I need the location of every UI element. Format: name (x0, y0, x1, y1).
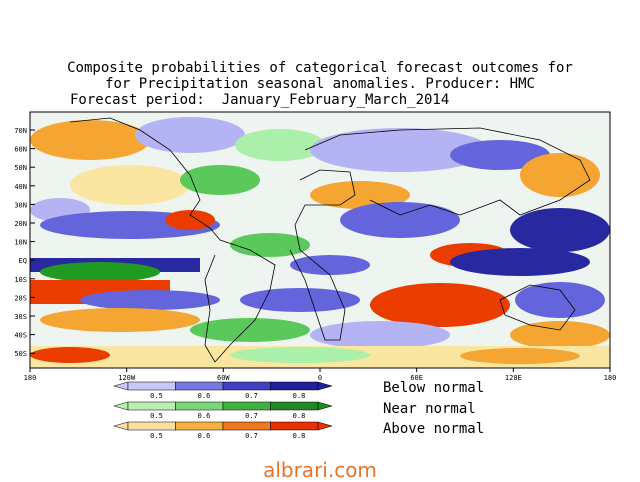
lat-tick-label: 50S (14, 350, 27, 358)
legend-tick-label: 0.5 (150, 432, 163, 440)
above-patch (510, 321, 610, 349)
below-patch (450, 140, 550, 170)
legend-arrow-right (317, 401, 333, 411)
watermark-text: albrari.com (263, 458, 377, 482)
above-patch (310, 181, 410, 209)
below-patch (240, 288, 360, 312)
legend-arrow-right (317, 421, 333, 431)
above-patch (520, 153, 600, 197)
legend-tick-label: 0.8 (293, 392, 306, 400)
near-patch (40, 262, 160, 282)
legend-swatch (270, 401, 319, 411)
legend-label-near: Near normal (383, 401, 476, 417)
above-patch (40, 308, 200, 332)
near-patch (230, 233, 310, 257)
below-patch (340, 202, 460, 238)
legend-tick-label: 0.7 (245, 412, 258, 420)
north-america-coast (69, 117, 221, 241)
lon-tick-label: 0 (318, 374, 322, 382)
below-patch (515, 282, 605, 318)
legend-swatch (222, 421, 271, 431)
legend-swatch (222, 381, 271, 391)
lon-tick-label: 60W (217, 374, 230, 382)
near-patch (190, 318, 310, 342)
legend-arrow-left (113, 381, 129, 391)
legend-swatch (127, 401, 176, 411)
lat-tick-label: 60N (14, 146, 27, 154)
lon-tick-label: 120W (118, 374, 136, 382)
legend-tick-label: 0.6 (198, 392, 211, 400)
latitude-axis: 70N 60N 50N 40N 30N 20N 10N EQ 10S 20S 30S 40S 50S (14, 127, 35, 358)
color-legend: 0.5 0.6 0.7 0.8 0.5 0.6 0.7 0.8 0.5 0.6 0.7 0.8 (113, 381, 333, 440)
legend-label-above: Above normal (383, 421, 485, 437)
legend-label-below: Below normal (383, 380, 485, 396)
legend-tick-label: 0.8 (293, 412, 306, 420)
legend-swatch (127, 421, 176, 431)
below-patch (290, 255, 370, 275)
lon-tick-label: 180 (24, 374, 37, 382)
lon-tick-label: 180 (604, 374, 617, 382)
map-title-line-3: Forecast period: January_February_March_… (70, 92, 450, 108)
above-patch (30, 347, 110, 363)
legend-tick-label: 0.7 (245, 432, 258, 440)
legend-tick-label: 0.5 (150, 392, 163, 400)
legend-tick-label: 0.7 (245, 392, 258, 400)
south-america-coast (204, 239, 276, 363)
legend-swatch (270, 381, 319, 391)
lat-tick-label: 40S (14, 332, 27, 340)
below-patch (135, 117, 245, 153)
below-patch (310, 321, 450, 349)
near-patch (235, 129, 325, 161)
lat-tick-label: EQ (19, 257, 27, 265)
lat-tick-label: 20S (14, 294, 27, 302)
above-patch (460, 348, 580, 364)
map-title-line-1: Composite probabilities of categorical f… (67, 60, 573, 76)
lat-tick-label: 50N (14, 164, 27, 172)
australia-coast (499, 284, 576, 331)
below-patch (80, 290, 220, 310)
lat-tick-label: 20N (14, 220, 27, 228)
legend-tick-label: 0.8 (293, 432, 306, 440)
legend-swatch (175, 421, 224, 431)
legend-arrow-right (317, 381, 333, 391)
legend-swatch (127, 381, 176, 391)
map-title-line-2: for Precipitation seasonal anomalies. Pr… (105, 76, 535, 92)
lat-tick-label: 10N (14, 239, 27, 247)
legend-tick-label: 0.6 (198, 432, 211, 440)
legend-swatch (175, 401, 224, 411)
legend-tick-label: 0.6 (198, 412, 211, 420)
above-patch (30, 120, 150, 160)
below-patch (310, 128, 490, 172)
lat-tick-label: 10S (14, 276, 27, 284)
legend-swatch (175, 381, 224, 391)
forecast-map: 70N 60N 50N 40N 30N 20N 10N EQ 10S 20S 30S 40S 50S 1… (14, 111, 617, 440)
lat-tick-label: 30S (14, 313, 27, 321)
above-patch (70, 165, 190, 205)
eurasia-coast (304, 127, 591, 216)
probability-field (30, 112, 610, 368)
legend-tick-label: 0.5 (150, 412, 163, 420)
legend-swatch (222, 401, 271, 411)
near-patch (180, 165, 260, 195)
lat-tick-label: 30N (14, 201, 27, 209)
africa-coast (289, 169, 356, 341)
near-patch (230, 347, 370, 363)
coastlines (69, 117, 591, 363)
above-patch (370, 283, 510, 327)
legend-arrow-left (113, 421, 129, 431)
legend-swatch (270, 421, 319, 431)
above-patch (165, 210, 215, 230)
lon-tick-label: 60E (410, 374, 423, 382)
below-patch (510, 208, 610, 252)
lat-tick-label: 70N (14, 127, 27, 135)
below-patch (450, 248, 590, 276)
longitude-axis: 180 120W 60W 0 60E 120E 180 (24, 368, 617, 382)
legend-arrow-left (113, 401, 129, 411)
lat-tick-label: 40N (14, 183, 27, 191)
lon-tick-label: 120E (505, 374, 522, 382)
